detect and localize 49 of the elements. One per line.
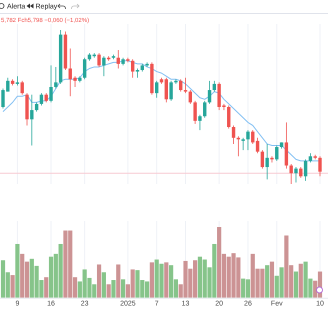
bar [15,244,20,298]
bar [44,277,48,298]
bar [116,264,120,298]
candlestick [260,150,264,169]
candlestick [169,80,173,102]
candlestick [130,58,134,78]
candlestick [232,125,236,144]
bar [150,262,154,298]
bar [120,279,126,298]
candlestick [275,145,278,162]
candlestick [54,66,58,89]
candlestick [82,57,86,80]
candlestick [102,56,106,77]
candlestick [265,144,269,180]
candlestick [116,50,120,69]
bar [294,272,298,298]
bar [265,265,270,298]
candlestick [241,137,245,151]
bar [164,262,168,298]
candlestick [236,136,240,157]
candlestick [203,100,206,118]
candlestick [44,92,48,103]
candlestick [193,100,197,124]
candlestick [188,90,192,104]
candlestick [304,158,308,182]
bar [270,262,274,298]
candlestick [126,57,130,63]
candlestick [246,130,250,151]
candlestick [40,92,44,106]
candlestick [20,80,24,96]
bar [10,275,15,298]
candlestick [227,105,230,129]
bar [96,264,102,298]
candlestick [284,122,288,169]
candlestick [154,80,158,98]
candlestick [308,152,312,163]
candlestick [16,76,20,86]
bar [111,280,116,298]
candlestick [179,78,182,92]
bar [298,264,303,298]
candlestick [198,114,202,130]
candlestick [289,164,293,184]
candlestick [30,94,34,146]
candlestick [97,52,101,68]
bar [106,284,111,298]
candlestick [299,166,302,178]
bar [102,272,106,298]
candlestick [34,102,38,112]
candlestick [212,80,216,92]
